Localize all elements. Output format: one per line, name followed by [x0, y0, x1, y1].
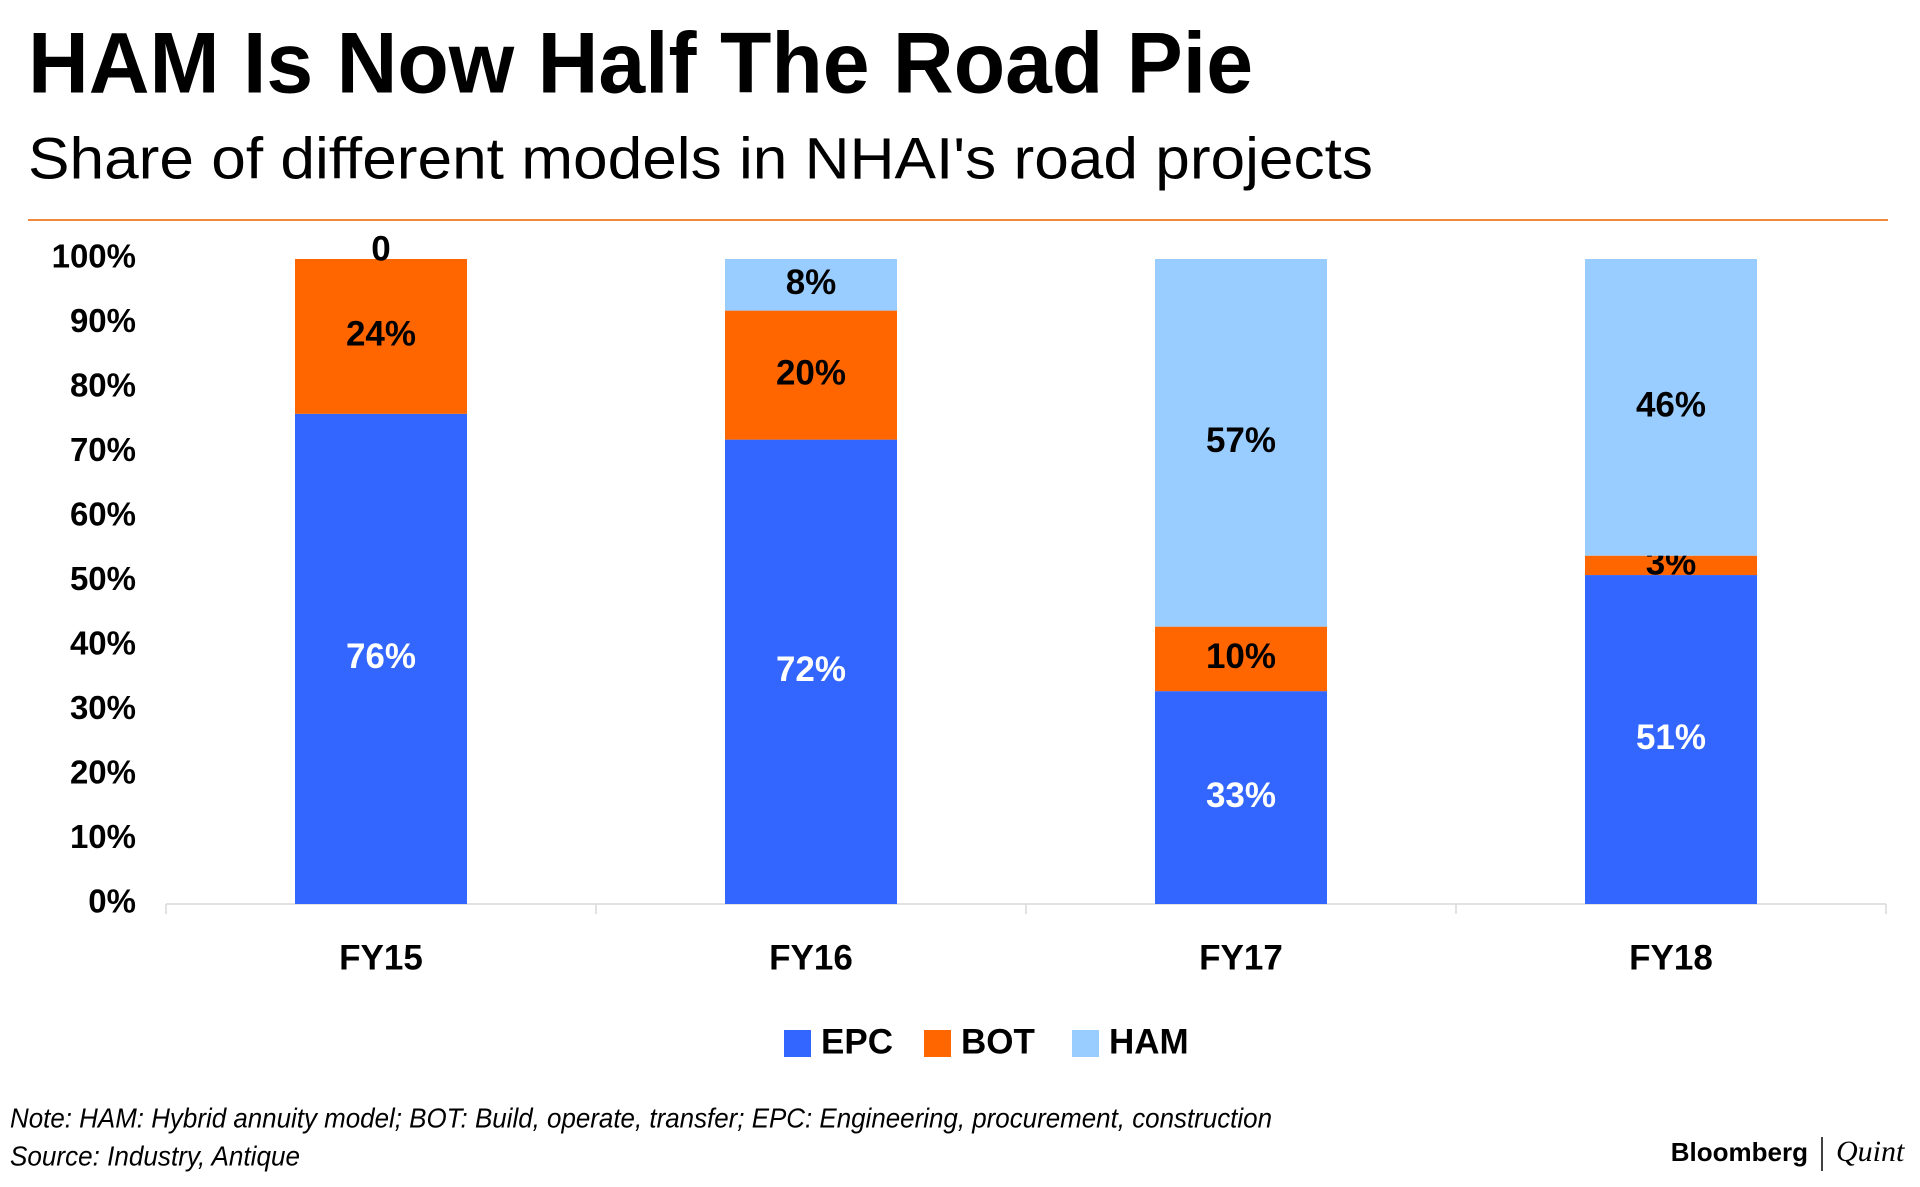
- bar-segment: [1585, 555, 1757, 576]
- legend-swatch: [1072, 1030, 1099, 1057]
- bar-segment: [1155, 691, 1327, 904]
- bar-segment: [1585, 575, 1757, 904]
- bar-segment: [1155, 259, 1327, 627]
- x-tick-label: FY16: [769, 938, 853, 977]
- x-tick-label: FY17: [1199, 938, 1283, 977]
- y-tick-label: 20%: [70, 754, 136, 791]
- value-label: 76%: [346, 637, 416, 676]
- legend-swatch: [784, 1030, 811, 1057]
- legend-label: EPC: [821, 1022, 893, 1061]
- bar-segment: [1155, 626, 1327, 692]
- y-tick-label: 0%: [88, 883, 136, 920]
- bar-segment: [295, 259, 467, 414]
- value-label: 0: [371, 229, 390, 268]
- chart-subtitle: Share of different models in NHAI's road…: [28, 126, 1373, 191]
- y-tick-label: 50%: [70, 560, 136, 597]
- x-tick-label: FY15: [339, 938, 423, 977]
- bar-segment: [295, 413, 467, 904]
- bar-segment: [725, 439, 897, 904]
- legend-label: HAM: [1109, 1022, 1189, 1061]
- y-tick-label: 60%: [70, 496, 136, 533]
- bar-segment: [725, 259, 897, 311]
- bar-segment: [1585, 259, 1757, 556]
- note: Note: HAM: Hybrid annuity model; BOT: Bu…: [10, 1102, 1272, 1133]
- y-tick-label: 80%: [70, 367, 136, 404]
- legend-label: BOT: [961, 1022, 1035, 1061]
- value-label: 72%: [776, 650, 846, 689]
- legend-swatch: [924, 1030, 951, 1057]
- value-label: 57%: [1206, 421, 1276, 460]
- value-label: 51%: [1636, 718, 1706, 757]
- y-tick-label: 90%: [70, 302, 136, 339]
- brand: Quint: [1836, 1135, 1905, 1168]
- x-tick-label: FY18: [1629, 938, 1713, 977]
- y-tick-label: 100%: [52, 238, 136, 275]
- brand: Bloomberg: [1671, 1137, 1808, 1167]
- source: Source: Industry, Antique: [10, 1140, 300, 1171]
- value-label: 46%: [1636, 386, 1706, 425]
- y-tick-label: 10%: [70, 818, 136, 855]
- bar-segment: [725, 310, 897, 440]
- chart-title: HAM Is Now Half The Road Pie: [28, 16, 1253, 112]
- value-label: 10%: [1206, 637, 1276, 676]
- y-tick-label: 70%: [70, 431, 136, 468]
- value-label: 33%: [1206, 776, 1276, 815]
- value-label: 24%: [346, 315, 416, 354]
- value-label: 20%: [776, 353, 846, 392]
- y-tick-label: 30%: [70, 689, 136, 726]
- value-label: 8%: [786, 263, 837, 302]
- y-tick-label: 40%: [70, 625, 136, 662]
